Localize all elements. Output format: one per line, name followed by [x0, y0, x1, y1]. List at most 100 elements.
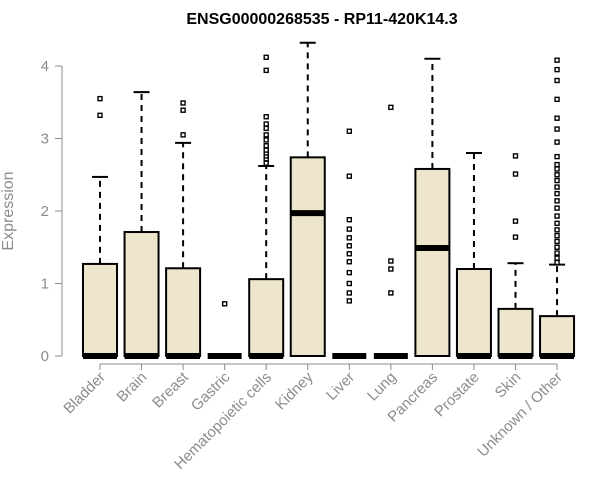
box-group	[165, 100, 202, 359]
box	[414, 167, 451, 357]
box-group	[289, 41, 326, 357]
outlier-point	[554, 172, 560, 178]
box-group	[539, 57, 576, 359]
outlier-point	[512, 153, 519, 159]
y-axis: 0 1 2 3 4	[41, 58, 63, 365]
outlier-point	[554, 161, 560, 168]
x-category-label: Prostate	[431, 369, 483, 421]
outlier-point	[554, 198, 560, 204]
x-category-label: Brain	[114, 369, 151, 406]
outlier-point	[554, 153, 560, 160]
outlier-point	[388, 266, 394, 272]
y-tick-label: 0	[41, 348, 49, 365]
outlier-point	[554, 227, 560, 233]
plot-area	[82, 41, 576, 359]
outlier-point	[180, 132, 186, 138]
box-group	[332, 128, 367, 359]
outlier-point	[263, 125, 269, 132]
outlier-point	[554, 166, 560, 172]
outlier-point	[346, 128, 352, 134]
y-tick-label: 2	[41, 203, 49, 220]
outlier-point	[512, 218, 519, 224]
outlier-point	[346, 298, 352, 304]
box	[165, 267, 202, 357]
outlier-point	[512, 171, 519, 177]
outlier-point	[221, 301, 228, 307]
outlier-point	[554, 205, 560, 211]
outlier-point	[554, 66, 560, 73]
outlier-point	[388, 104, 394, 111]
outlier-point	[180, 100, 186, 106]
y-tick-label: 4	[41, 58, 49, 75]
outlier-point	[554, 190, 560, 197]
outlier-point	[554, 213, 560, 219]
outlier-point	[554, 177, 560, 184]
box	[248, 278, 285, 357]
outlier-point	[554, 250, 560, 256]
outlier-point	[388, 258, 394, 264]
outlier-point	[554, 77, 560, 84]
y-tick-label: 3	[41, 131, 49, 148]
box-group	[207, 301, 242, 359]
outlier-point	[263, 132, 269, 138]
outlier-point	[554, 259, 560, 266]
outlier-point	[554, 238, 560, 245]
x-category-label: Breast	[149, 368, 192, 411]
outlier-point	[346, 290, 352, 296]
box-group	[123, 91, 160, 359]
outlier-point	[346, 235, 352, 241]
box	[455, 268, 492, 357]
outlier-point	[263, 137, 269, 143]
outlier-point	[554, 220, 560, 227]
outlier-point	[512, 234, 519, 240]
box	[289, 156, 326, 357]
outlier-point	[346, 269, 352, 276]
chart-title: ENSG00000268535 - RP11-420K14.3	[186, 11, 457, 28]
outlier-point	[97, 112, 103, 119]
outlier-point	[554, 255, 560, 261]
outlier-point	[554, 115, 560, 121]
outlier-point	[346, 251, 352, 257]
outlier-point	[263, 114, 269, 120]
outlier-point	[554, 232, 560, 239]
box-group	[455, 152, 492, 359]
x-category-label: Bladder	[60, 369, 109, 418]
outlier-point	[263, 54, 269, 60]
y-tick-label: 1	[41, 276, 49, 293]
box-group	[373, 104, 408, 359]
outlier-point	[263, 160, 269, 166]
box	[123, 231, 160, 357]
outlier-point	[554, 96, 560, 103]
outlier-point	[554, 184, 560, 190]
outlier-point	[97, 95, 103, 102]
x-category-label: Kidney	[272, 368, 317, 413]
outlier-point	[346, 243, 352, 249]
y-axis-label: Expression	[0, 171, 17, 250]
outlier-point	[263, 147, 269, 153]
box	[539, 315, 576, 357]
outlier-point	[346, 280, 352, 287]
outlier-point	[346, 216, 352, 223]
x-category-label: Lung	[364, 369, 400, 405]
outlier-point	[388, 290, 394, 296]
outlier-point	[346, 226, 352, 232]
outlier-point	[554, 244, 560, 250]
x-category-label: Liver	[323, 369, 358, 404]
box	[82, 262, 118, 357]
outlier-point	[263, 67, 269, 74]
outlier-point	[263, 121, 269, 127]
box-group	[497, 153, 534, 359]
box-group	[82, 95, 118, 359]
outlier-point	[180, 107, 186, 113]
outlier-point	[346, 173, 352, 179]
x-category-label: Skin	[492, 369, 525, 402]
outlier-point	[554, 126, 560, 132]
outlier-point	[554, 139, 560, 145]
outlier-point	[554, 57, 560, 63]
box	[497, 307, 534, 357]
outlier-point	[346, 259, 352, 265]
box-group	[248, 54, 285, 359]
outlier-point	[263, 143, 269, 149]
